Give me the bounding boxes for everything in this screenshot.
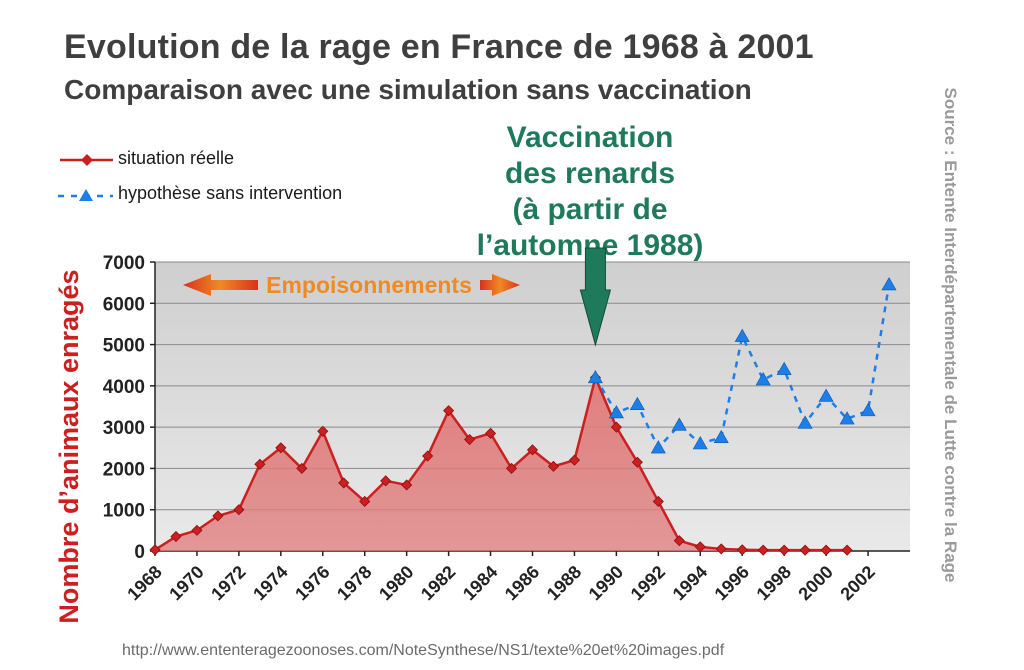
vaccination-arrow — [579, 247, 612, 347]
poisoning-arrow-left — [183, 274, 258, 296]
real-point — [526, 444, 539, 456]
vaccination-annotation: Vaccination des renards (à partir de l’a… — [470, 120, 710, 264]
hypothesis-point — [776, 361, 792, 375]
real-point — [715, 543, 727, 555]
legend-marker-hypothesis — [79, 189, 93, 201]
x-tick-label: 1990 — [585, 562, 627, 604]
real-point — [296, 462, 308, 474]
x-tick-label: 1982 — [417, 562, 459, 604]
real-point — [275, 442, 287, 454]
x-tick-label: 1968 — [123, 562, 165, 604]
hypothesis-point — [713, 429, 729, 444]
real-point — [736, 544, 748, 556]
real-point — [610, 421, 622, 433]
x-tick-label: 1980 — [375, 562, 417, 604]
hypothesis-point — [797, 415, 813, 429]
hypothesis-point — [629, 396, 645, 410]
real-point — [233, 504, 245, 516]
real-point — [464, 433, 476, 446]
real-point — [443, 405, 455, 417]
y-tick-label: 5000 — [103, 336, 145, 357]
real-point — [149, 544, 161, 556]
hypothesis-point — [650, 440, 666, 454]
x-tick-label: 1972 — [207, 562, 249, 604]
vaccination-line-2: des renards — [504, 157, 676, 190]
hypothesis-point — [818, 388, 834, 402]
real-point — [841, 544, 853, 556]
real-area — [155, 377, 848, 551]
real-point — [380, 475, 392, 487]
y-tick-label: 1000 — [103, 501, 145, 522]
real-point — [505, 462, 518, 474]
chart-subtitle: Comparaison avec une simulation sans vac… — [64, 74, 752, 105]
x-tick-label: 1984 — [459, 562, 501, 604]
real-point — [422, 450, 434, 462]
x-tick-label: 2000 — [794, 562, 836, 604]
real-point — [673, 535, 685, 547]
x-tick-label: 1992 — [627, 562, 669, 604]
source-url[interactable]: http://www.ententeragezoonoses.com/NoteS… — [122, 642, 725, 659]
real-point — [820, 544, 832, 556]
real-point — [694, 541, 706, 553]
x-tick-label: 1970 — [165, 562, 207, 604]
x-tick-label: 1986 — [501, 562, 543, 604]
real-point — [757, 544, 769, 556]
real-point — [484, 427, 497, 439]
hypothesis-point — [755, 372, 771, 386]
real-series-line — [154, 376, 848, 552]
x-tick-label: 1978 — [333, 562, 375, 604]
y-tick-label: 6000 — [103, 294, 145, 315]
y-tick-label: 2000 — [103, 459, 145, 480]
poisoning-label: Empoisonnements — [266, 272, 472, 298]
real-point — [338, 477, 350, 489]
x-tick-label: 1974 — [249, 562, 291, 604]
y-tick-label: 4000 — [103, 377, 145, 398]
hypothesis-point — [671, 417, 687, 431]
real-point — [631, 456, 643, 468]
x-tick-label: 1996 — [711, 562, 753, 604]
hypothesis-point — [839, 411, 855, 425]
hypothesis-point — [587, 369, 603, 384]
hypothesis-point — [692, 436, 708, 450]
y-axis-label: Nombre d’animaux enragés — [54, 269, 84, 623]
x-tick-label: 1998 — [753, 562, 795, 604]
real-point — [170, 530, 182, 543]
hypothesis-point — [860, 403, 876, 417]
chart-title: Evolution de la rage en France de 1968 à… — [64, 28, 814, 66]
hypothesis-point — [608, 405, 624, 419]
real-point — [212, 510, 224, 522]
real-point — [191, 524, 203, 536]
real-point — [401, 479, 413, 491]
real-point — [778, 544, 790, 556]
real-point — [799, 544, 811, 556]
x-tick-label: 1994 — [669, 562, 711, 604]
x-tick-label: 2002 — [836, 562, 878, 604]
legend-label-hypothesis: hypothèse sans intervention — [118, 183, 343, 203]
real-point — [359, 495, 371, 508]
hypothesis-point — [881, 277, 897, 291]
real-point — [317, 425, 329, 437]
x-tick-label: 1976 — [291, 562, 333, 604]
real-point — [254, 458, 266, 470]
hypothesis-point — [734, 328, 750, 342]
y-tick-label: 7000 — [103, 253, 145, 274]
x-tick-label: 1988 — [543, 562, 585, 604]
real-point — [568, 454, 581, 466]
vaccination-line-3: (à partir de — [512, 193, 668, 226]
y-tick-label: 3000 — [103, 418, 145, 439]
y-tick-label: 0 — [134, 542, 145, 563]
legend-label-real: situation réelle — [118, 148, 235, 168]
real-point — [547, 460, 560, 472]
real-point — [652, 495, 664, 508]
vaccination-line-1: Vaccination — [506, 121, 674, 154]
poisoning-arrow-right — [480, 274, 520, 296]
legend-marker-real — [81, 154, 93, 166]
